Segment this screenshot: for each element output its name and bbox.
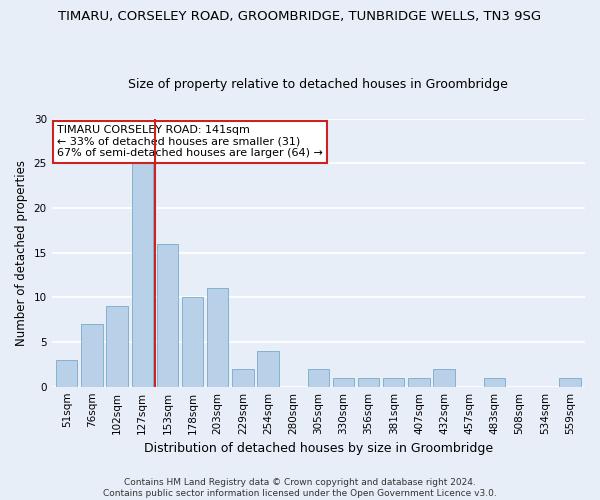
Bar — [106, 306, 128, 386]
Bar — [56, 360, 77, 386]
Bar — [207, 288, 229, 386]
Bar — [182, 298, 203, 386]
Y-axis label: Number of detached properties: Number of detached properties — [15, 160, 28, 346]
Title: Size of property relative to detached houses in Groombridge: Size of property relative to detached ho… — [128, 78, 508, 91]
Bar — [559, 378, 581, 386]
Text: Contains HM Land Registry data © Crown copyright and database right 2024.
Contai: Contains HM Land Registry data © Crown c… — [103, 478, 497, 498]
Bar — [131, 163, 153, 386]
X-axis label: Distribution of detached houses by size in Groombridge: Distribution of detached houses by size … — [144, 442, 493, 455]
Bar — [157, 244, 178, 386]
Bar — [257, 351, 279, 386]
Text: TIMARU CORSELEY ROAD: 141sqm
← 33% of detached houses are smaller (31)
67% of se: TIMARU CORSELEY ROAD: 141sqm ← 33% of de… — [57, 126, 323, 158]
Bar — [232, 369, 254, 386]
Text: TIMARU, CORSELEY ROAD, GROOMBRIDGE, TUNBRIDGE WELLS, TN3 9SG: TIMARU, CORSELEY ROAD, GROOMBRIDGE, TUNB… — [58, 10, 542, 23]
Bar — [383, 378, 404, 386]
Bar — [358, 378, 379, 386]
Bar — [484, 378, 505, 386]
Bar — [81, 324, 103, 386]
Bar — [333, 378, 354, 386]
Bar — [308, 369, 329, 386]
Bar — [433, 369, 455, 386]
Bar — [408, 378, 430, 386]
